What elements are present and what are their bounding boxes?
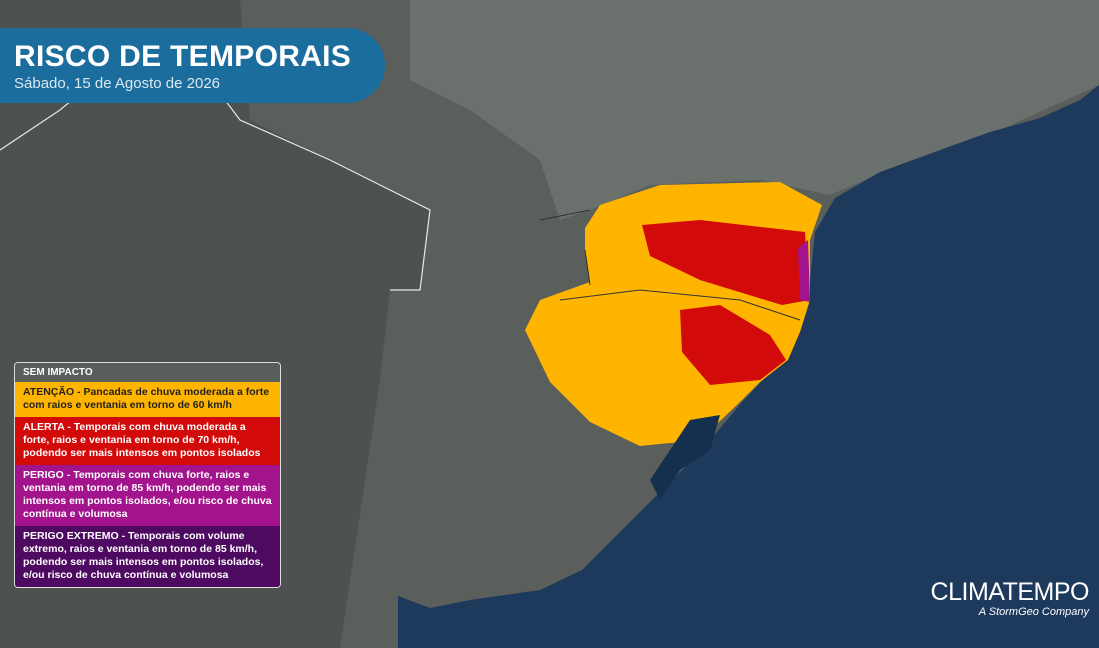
legend-level: ATENÇÃO - xyxy=(23,386,84,398)
brand-name: CLIMATEMPO xyxy=(930,578,1090,606)
brand: CLIMATEMPO A StormGeo Company xyxy=(930,578,1090,618)
legend-description: Temporais com chuva forte, raios e venta… xyxy=(23,469,272,520)
legend-description: Temporais com volume extremo, raios e ve… xyxy=(23,530,264,581)
risk-perigo xyxy=(798,240,810,302)
legend: SEM IMPACTO ATENÇÃO - Pancadas de chuva m… xyxy=(14,362,281,588)
legend-level: SEM IMPACTO xyxy=(23,367,93,378)
title-banner: RISCO DE TEMPORAIS Sábado, 15 de Agosto … xyxy=(0,28,385,103)
lagoon xyxy=(650,415,720,500)
ocean xyxy=(398,85,1099,648)
border xyxy=(539,209,801,321)
land-north xyxy=(410,0,1099,220)
legend-item: PERIGO EXTREMO - Temporais com volume ex… xyxy=(15,526,280,587)
legend-level: PERIGO - xyxy=(23,469,74,481)
legend-item: ALERTA - Temporais com chuva moderada a … xyxy=(15,417,280,465)
legend-item: PERIGO - Temporais com chuva forte, raio… xyxy=(15,465,280,526)
subtitle: Sábado, 15 de Agosto de 2026 xyxy=(14,75,221,92)
risk-alerta xyxy=(680,305,786,385)
legend-description: Temporais com chuva moderada a forte, ra… xyxy=(23,421,261,459)
legend-description: Pancadas de chuva moderada a forte com r… xyxy=(23,386,270,411)
legend-level: ALERTA - xyxy=(23,421,74,433)
legend-item: SEM IMPACTO xyxy=(15,363,280,382)
risk-alerta xyxy=(642,220,810,305)
title: RISCO DE TEMPORAIS xyxy=(14,40,352,73)
legend-item: ATENÇÃO - Pancadas de chuva moderada a f… xyxy=(15,382,280,417)
brand-tagline: A StormGeo Company xyxy=(978,606,1089,618)
legend-level: PERIGO EXTREMO - xyxy=(23,530,129,542)
